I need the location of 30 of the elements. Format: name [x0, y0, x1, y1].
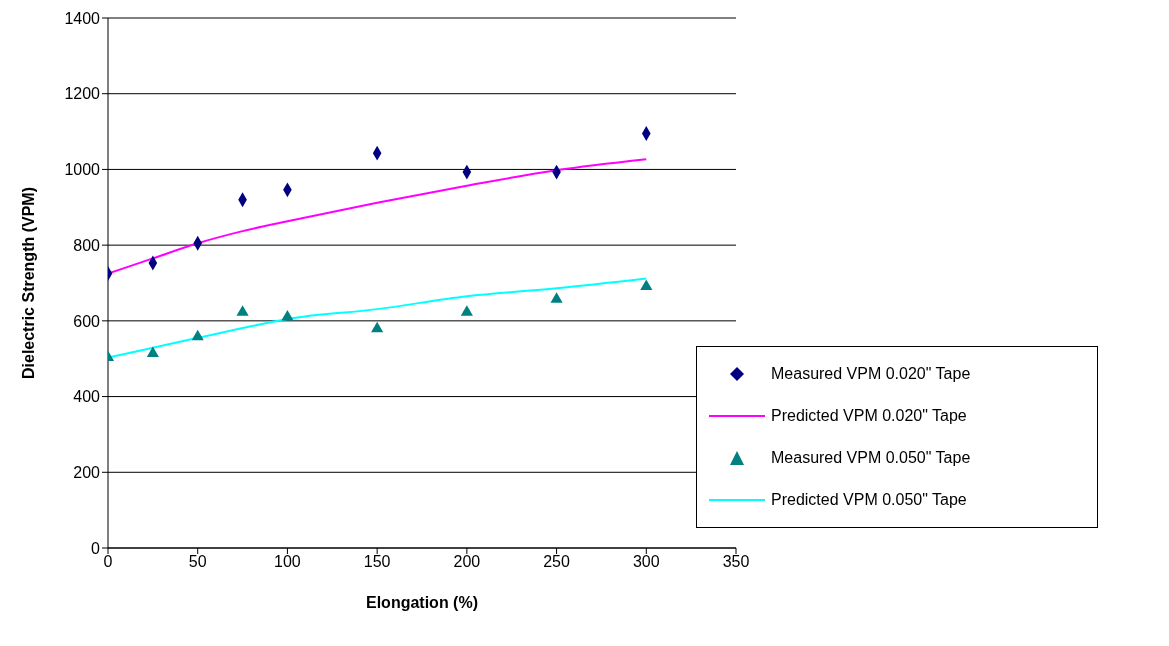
x-tick-label: 150: [363, 553, 391, 571]
y-tick-label: 1200: [64, 85, 101, 103]
x-tick-label: 300: [632, 553, 660, 571]
y-tick-label: 600: [73, 312, 101, 330]
x-tick-label: 200: [453, 553, 481, 571]
x-tick-label: 50: [188, 553, 207, 571]
legend-label: Measured VPM 0.020" Tape: [771, 365, 971, 383]
legend-label: Predicted VPM 0.050" Tape: [771, 491, 967, 509]
point: [550, 292, 563, 303]
point: [191, 329, 204, 341]
point: [640, 279, 653, 290]
legend-label: Measured VPM 0.050" Tape: [771, 449, 971, 467]
point: [236, 305, 249, 316]
y-tick-label: 1000: [64, 161, 101, 179]
x-tick-label: 250: [543, 553, 571, 571]
x-tick-label: 350: [722, 553, 750, 571]
x-tick-label: 100: [274, 553, 301, 571]
point: [146, 346, 159, 357]
legend-label: Predicted VPM 0.020" Tape: [771, 407, 967, 425]
y-tick-label: 400: [73, 388, 101, 406]
point: [281, 310, 294, 321]
point: [371, 321, 384, 333]
y-tick-label: 800: [73, 236, 101, 254]
x-tick-label: 0: [103, 553, 113, 571]
y-tick-label: 200: [73, 463, 101, 481]
y-axis-title: Dielectric Strength (VPM): [19, 186, 37, 380]
x-axis-title: Elongation (%): [366, 594, 478, 611]
point: [460, 305, 473, 316]
y-tick-label: 1400: [64, 9, 101, 27]
y-tick-label: 0: [91, 539, 101, 557]
